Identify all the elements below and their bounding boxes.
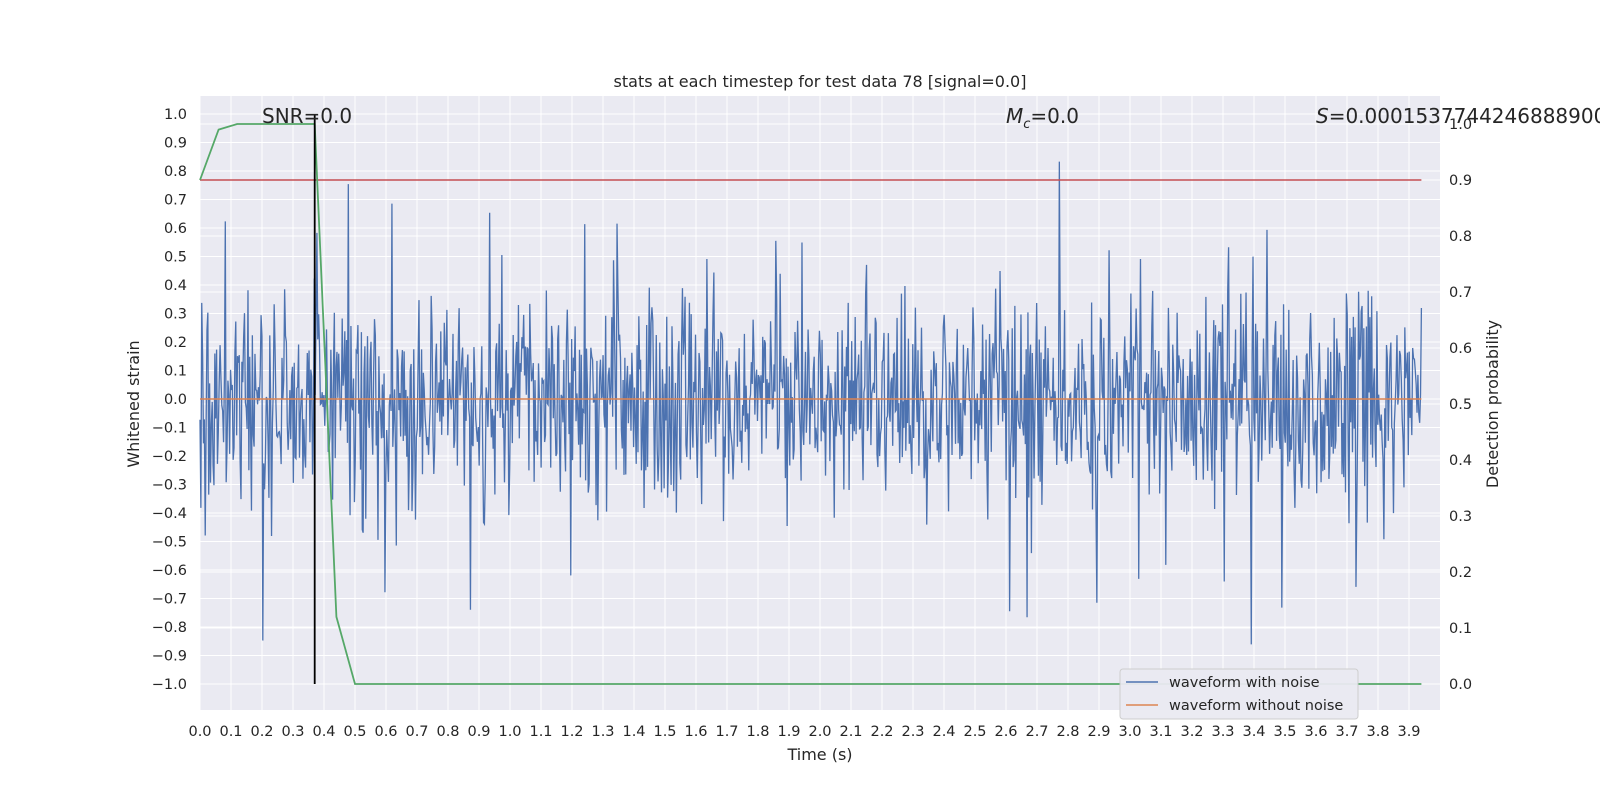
x-tick-label: 1.8: [746, 724, 769, 740]
y2-tick-label: 0.1: [1449, 621, 1472, 637]
x-tick-label: 2.0: [808, 724, 831, 740]
x-tick-label: 3.4: [1242, 724, 1265, 740]
y-tick-label: 0.4: [164, 278, 187, 294]
y-tick-label: 0.2: [164, 335, 187, 351]
y-tick-label: 0.5: [164, 250, 187, 266]
x-tick-label: 0.8: [436, 724, 459, 740]
y-tick-labels: 1.0 0.9 0.8 0.7 0.6 0.5 0.4 0.3 0.2 0.1 0.0 −0.1 −0.…: [152, 107, 187, 693]
detection-probability-line: [199, 123, 1422, 685]
x-tick-label: 1.4: [622, 724, 645, 740]
x-tick-labels: 0.0 0.1 0.2 0.3 0.4 0.5 0.6 0.7 0.8 0.9 1.0 1.1 1.2 1…: [188, 724, 1420, 740]
s-annotation: S=0.0001537744246888900: [1316, 104, 1600, 128]
x-tick-label: 3.7: [1335, 724, 1358, 740]
s-value: =0.0001537744246888900: [1329, 104, 1600, 128]
y-tick-label: −0.2: [152, 449, 187, 465]
x-tick-label: 2.4: [932, 724, 955, 740]
y-tick-label: 0.9: [164, 136, 187, 152]
x-tick-label: 0.1: [219, 724, 242, 740]
chart-title: stats at each timestep for test data 78 …: [614, 72, 1027, 91]
x-tick-label: 0.3: [281, 724, 304, 740]
y2-tick-label: 1.0: [1449, 117, 1472, 133]
y2-tick-label: 0.9: [1449, 173, 1472, 189]
x-tick-label: 3.1: [1149, 724, 1172, 740]
x-tick-label: 2.9: [1087, 724, 1110, 740]
legend-label-clean: waveform without noise: [1169, 698, 1343, 714]
y2-axis-label: Detection probability: [1483, 320, 1502, 488]
x-tick-label: 3.3: [1211, 724, 1234, 740]
y-tick-label: −0.1: [152, 421, 187, 437]
mc-subscript: c: [1023, 117, 1030, 132]
y-tick-label: 0.0: [164, 392, 187, 408]
x-tick-label: 3.8: [1366, 724, 1389, 740]
x-tick-label: 2.7: [1025, 724, 1048, 740]
x-tick-label: 3.9: [1397, 724, 1420, 740]
waveform-with-noise-series: [199, 161, 1423, 645]
x-tick-label: 3.5: [1273, 724, 1296, 740]
y-tick-label: −0.9: [152, 649, 187, 665]
y-tick-label: −0.8: [152, 620, 187, 636]
x-tick-label: 1.1: [529, 724, 552, 740]
x-tick-label: 3.6: [1304, 724, 1327, 740]
mc-value: =0.0: [1030, 104, 1079, 128]
x-tick-label: 2.5: [963, 724, 986, 740]
y-tick-label: −0.3: [152, 478, 187, 494]
y2-tick-label: 0.4: [1449, 453, 1472, 469]
x-tick-label: 0.9: [467, 724, 490, 740]
legend-box: [1119, 668, 1359, 720]
noisy-waveform-line: [199, 161, 1423, 645]
x-tick-label: 1.7: [715, 724, 738, 740]
y-tick-label: 0.3: [164, 307, 187, 323]
y-tick-label: −1.0: [152, 677, 187, 693]
x-tick-label: 2.1: [839, 724, 862, 740]
x-tick-label: 0.5: [343, 724, 366, 740]
legend: waveform with noise waveform without noi…: [1119, 668, 1359, 720]
y2-tick-label: 0.0: [1449, 677, 1472, 693]
y-tick-label: 0.1: [164, 364, 187, 380]
x-tick-label: 1.2: [560, 724, 583, 740]
overlay-lines: [199, 114, 1422, 685]
x-tick-label: 2.2: [870, 724, 893, 740]
y2-tick-label: 0.5: [1449, 397, 1472, 413]
y-tick-label: 0.7: [164, 193, 187, 209]
y-tick-label: −0.4: [152, 506, 187, 522]
y2-tick-labels: 1.0 0.9 0.8 0.7 0.6 0.5 0.4 0.3 0.2 0.1 0.0: [1449, 117, 1472, 693]
y2-tick-label: 0.2: [1449, 565, 1472, 581]
legend-label-noisy: waveform with noise: [1169, 675, 1320, 691]
x-tick-label: 3.0: [1118, 724, 1141, 740]
x-tick-label: 1.6: [684, 724, 707, 740]
y-tick-label: −0.5: [152, 535, 187, 551]
y-tick-label: 1.0: [164, 107, 187, 123]
x-tick-label: 1.0: [498, 724, 521, 740]
x-tick-label: 1.9: [777, 724, 800, 740]
x-tick-label: 2.3: [901, 724, 924, 740]
x-tick-label: 0.0: [188, 724, 211, 740]
x-tick-label: 2.6: [994, 724, 1017, 740]
x-tick-label: 0.7: [405, 724, 428, 740]
x-tick-label: 0.6: [374, 724, 397, 740]
x-tick-label: 0.2: [250, 724, 273, 740]
mc-annotation: Mc=0.0: [1006, 104, 1079, 132]
y2-tick-label: 0.7: [1449, 285, 1472, 301]
y-tick-label: 0.8: [164, 164, 187, 180]
x-tick-label: 3.2: [1180, 724, 1203, 740]
snr-annotation: SNR=0.0: [262, 104, 352, 128]
y2-tick-label: 0.8: [1449, 229, 1472, 245]
y-tick-label: 0.6: [164, 221, 187, 237]
y-tick-label: −0.6: [152, 563, 187, 579]
mc-symbol: M: [1006, 104, 1023, 128]
s-symbol: S: [1316, 104, 1329, 128]
y2-tick-label: 0.3: [1449, 509, 1472, 525]
x-tick-label: 2.8: [1056, 724, 1079, 740]
x-axis-label: Time (s): [786, 745, 852, 764]
y2-tick-label: 0.6: [1449, 341, 1472, 357]
x-tick-label: 1.5: [653, 724, 676, 740]
x-tick-label: 1.3: [591, 724, 614, 740]
x-tick-label: 0.4: [312, 724, 335, 740]
y-tick-label: −0.7: [152, 592, 187, 608]
y-axis-label: Whitened strain: [124, 340, 143, 467]
